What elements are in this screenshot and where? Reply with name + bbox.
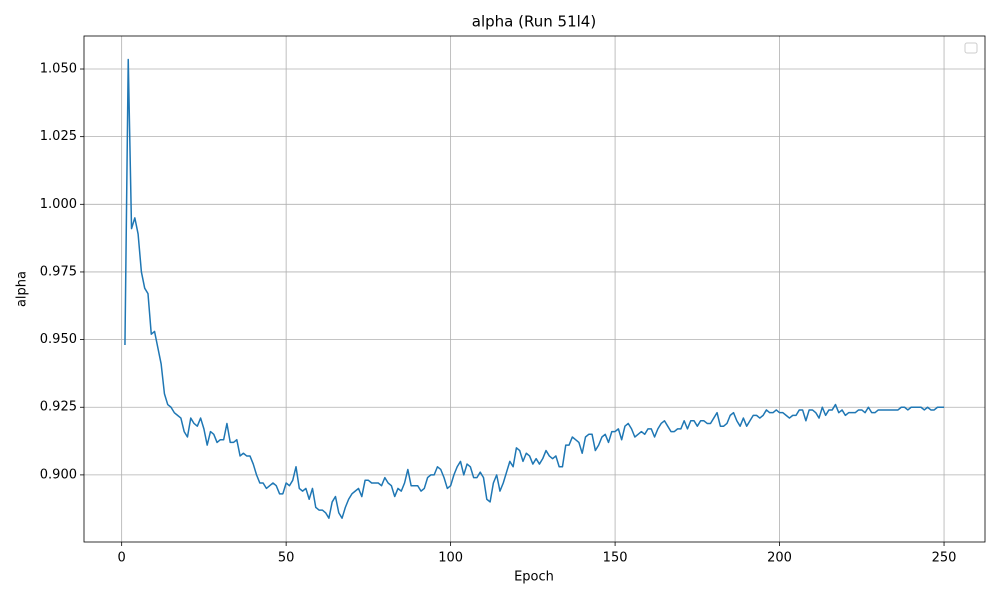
x-tick-label: 100 xyxy=(438,551,463,566)
y-tick-label: 0.950 xyxy=(40,332,77,347)
x-axis-label: Epoch xyxy=(514,570,554,585)
y-tick-label: 0.900 xyxy=(40,467,77,482)
x-tick-label: 150 xyxy=(603,551,628,566)
data-line xyxy=(124,58,945,519)
x-tick-label: 0 xyxy=(118,551,126,566)
x-tick-label: 200 xyxy=(767,551,792,566)
y-tick-label: 1.025 xyxy=(40,129,77,144)
legend-box xyxy=(964,42,978,54)
y-axis-label: alpha xyxy=(15,271,30,307)
x-tick-label: 250 xyxy=(932,551,957,566)
x-tick-label: 50 xyxy=(278,551,295,566)
y-tick-label: 1.050 xyxy=(40,62,77,77)
axes-frame xyxy=(83,35,986,543)
chart-title: alpha (Run 51l4) xyxy=(472,13,596,31)
y-tick-label: 0.925 xyxy=(40,400,77,415)
y-tick-label: 0.975 xyxy=(40,264,77,279)
y-tick-label: 1.000 xyxy=(40,197,77,212)
